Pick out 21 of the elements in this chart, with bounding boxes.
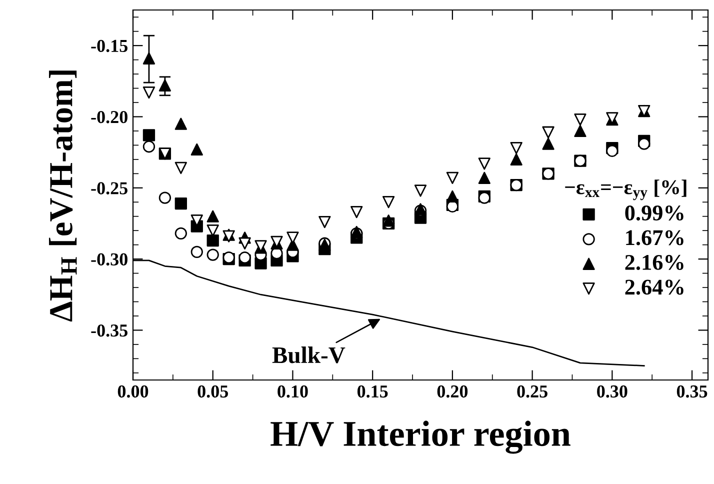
y-tick-label: -0.15 bbox=[91, 40, 128, 52]
legend-label: 2.16% bbox=[625, 254, 684, 270]
annotation: Bulk-V bbox=[272, 346, 346, 364]
x-tick-label: 0.30 bbox=[597, 385, 628, 398]
x-tick-label: 0.00 bbox=[118, 385, 148, 398]
x-tick-label: 0.15 bbox=[357, 385, 388, 398]
legend-label: 1.67% bbox=[626, 230, 684, 246]
legend-title: −ε$_{xx}$=−ε$_{yy}$ [%] bbox=[565, 180, 686, 200]
legend-label: 0.99% bbox=[625, 205, 684, 221]
y-tick-label: -0.30 bbox=[91, 253, 128, 266]
y-tick-label: -0.25 bbox=[91, 182, 128, 194]
x-tick-label: 0.20 bbox=[437, 385, 468, 398]
x-tick-label: 0.25 bbox=[517, 385, 548, 398]
legend-label: 2.64% bbox=[625, 280, 684, 295]
x-tick-label: 0.05 bbox=[198, 385, 228, 398]
x-axis-title: H/V Interior region bbox=[270, 420, 570, 454]
y-axis-title: ΔH$_{H}$ [eV/H-atom] bbox=[48, 70, 77, 322]
y-tick-label: -0.20 bbox=[91, 110, 128, 124]
y-tick-label: -0.35 bbox=[91, 324, 128, 337]
x-tick-label: 0.10 bbox=[278, 385, 308, 398]
x-tick-label: 0.35 bbox=[676, 385, 708, 398]
